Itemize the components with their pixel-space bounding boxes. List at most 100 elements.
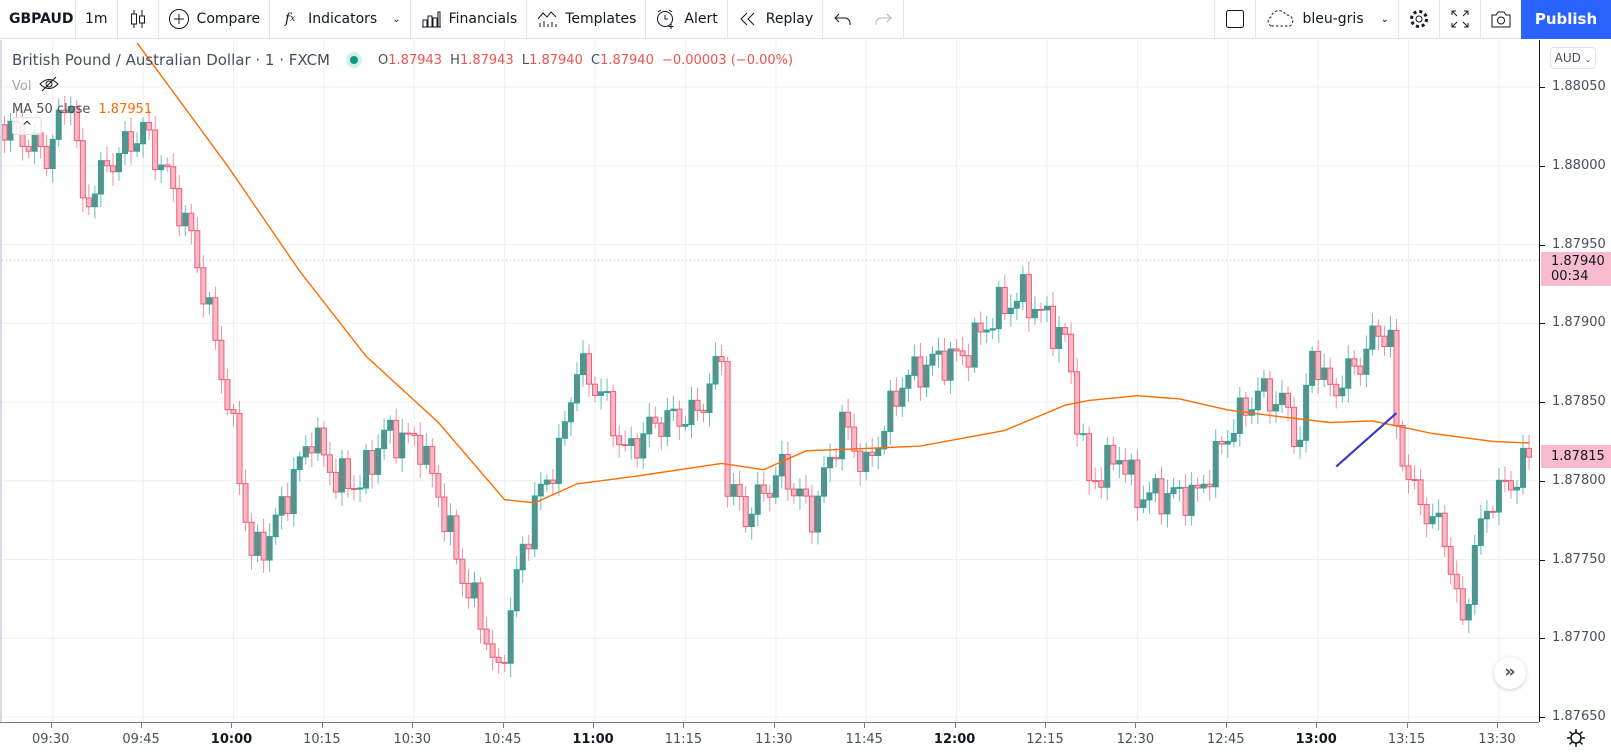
price-axis[interactable]: AUD ⌄ 1.88050 1.88000 1.87950 1.87900 1.8785…	[1539, 40, 1611, 724]
candle	[905, 369, 912, 402]
replay-button[interactable]: Replay	[728, 0, 824, 39]
candle-body	[2, 124, 8, 141]
publish-button[interactable]: Publish	[1521, 0, 1611, 39]
financials-button[interactable]: Financials	[411, 0, 528, 39]
redo-button[interactable]	[863, 0, 905, 39]
chevron-down-icon[interactable]: ⌄	[1380, 13, 1389, 25]
chevron-down-icon[interactable]: ⌄	[392, 13, 401, 25]
candle	[610, 384, 617, 448]
currency-label: AUD	[1554, 51, 1581, 65]
candle-body	[706, 383, 713, 413]
candle	[1321, 353, 1328, 388]
candle-body	[646, 416, 653, 435]
candle-body	[1164, 493, 1171, 515]
candle	[146, 110, 153, 140]
alarm-clock-icon	[655, 8, 677, 30]
candle	[248, 513, 255, 570]
chart-type-button[interactable]	[118, 0, 159, 39]
candle-body	[772, 475, 779, 498]
candle-body	[236, 412, 243, 485]
candle	[1086, 426, 1093, 495]
low-value: 1.87940	[529, 52, 583, 68]
candlestick-chart[interactable]	[2, 40, 1539, 722]
candle-body	[1080, 433, 1087, 436]
time-tick	[773, 723, 775, 728]
candle-body	[1260, 378, 1267, 392]
candle	[549, 469, 556, 496]
interval-button[interactable]: 1m	[76, 0, 118, 39]
candle-body	[586, 353, 593, 385]
candle-body	[1381, 335, 1388, 348]
volume-legend[interactable]: Vol	[12, 76, 60, 96]
indicators-button[interactable]: f x Indicators ⌄	[270, 0, 411, 39]
candle	[1050, 292, 1057, 357]
chart-pane[interactable]	[0, 40, 1539, 722]
candle-body	[146, 121, 153, 131]
time-tick-label: 13:15	[1387, 732, 1426, 747]
candle	[103, 146, 110, 173]
currency-button[interactable]: AUD ⌄	[1550, 47, 1596, 69]
alert-button[interactable]: Alert	[646, 0, 728, 39]
time-tick-label: 09:45	[122, 732, 160, 747]
candle-body	[1303, 384, 1310, 441]
symbol-search-button[interactable]: GBPAUD	[0, 0, 76, 39]
candle-body	[802, 488, 809, 497]
scroll-to-realtime-button[interactable]: »	[1494, 657, 1526, 689]
select-layout-button[interactable]	[1214, 0, 1257, 39]
candle	[676, 400, 683, 440]
compare-button[interactable]: Compare	[159, 0, 271, 39]
price-tick	[1540, 717, 1545, 718]
candle	[622, 430, 629, 452]
settings-button[interactable]	[1399, 0, 1440, 39]
cloud-icon	[1265, 8, 1295, 30]
axis-settings-button[interactable]	[1565, 727, 1587, 749]
candle-body	[296, 456, 303, 471]
rewind-icon	[737, 8, 759, 30]
layout-menu-button[interactable]: bleu-gris ⌄	[1256, 0, 1399, 39]
candle	[411, 426, 418, 446]
candle	[1405, 454, 1412, 494]
candle-body	[1194, 484, 1201, 489]
time-axis[interactable]: 09:30 09:45 10:00 10:15 10:30 10:45 11:00 11:15…	[0, 722, 1539, 753]
candle	[405, 422, 412, 444]
symbol-label: GBPAUD	[9, 11, 74, 27]
candle	[1441, 505, 1448, 558]
candle-body	[995, 286, 1002, 330]
snapshot-button[interactable]	[1481, 0, 1521, 39]
candle	[1062, 322, 1069, 343]
time-tick	[412, 723, 414, 728]
price-tick-label: 1.88050	[1552, 79, 1606, 94]
candle	[1110, 436, 1117, 471]
candle	[1387, 316, 1394, 358]
candle-body	[206, 297, 213, 305]
candle	[555, 424, 562, 496]
candle-body	[1447, 546, 1454, 575]
time-tick-label: 12:00	[933, 732, 976, 747]
candle	[845, 398, 852, 440]
ma50-line	[136, 42, 1530, 504]
ma-legend[interactable]: MA 50 close 1.87951	[12, 102, 152, 117]
candle	[730, 472, 737, 506]
candle-body	[784, 453, 791, 490]
candle	[1279, 380, 1286, 413]
candle-body	[1453, 573, 1460, 590]
candle-body	[1092, 480, 1099, 483]
candle-body	[230, 409, 237, 414]
undo-button[interactable]	[823, 0, 863, 39]
candle	[688, 386, 695, 439]
candle-body	[1176, 486, 1183, 489]
eye-hidden-icon[interactable]	[39, 76, 60, 96]
plus-circle-icon	[168, 8, 190, 30]
candle	[447, 503, 454, 546]
candle-body	[122, 131, 129, 155]
candle	[55, 98, 62, 148]
fullscreen-button[interactable]	[1440, 0, 1481, 39]
collapse-legend-button[interactable]: ^	[12, 117, 42, 135]
candle-body	[796, 488, 803, 497]
candle-body	[592, 383, 599, 396]
close-value: 1.87940	[600, 52, 654, 68]
templates-button[interactable]: Templates	[527, 0, 647, 39]
candle-body	[67, 106, 74, 114]
time-tick-label: 10:45	[483, 732, 522, 747]
candle	[537, 471, 544, 511]
